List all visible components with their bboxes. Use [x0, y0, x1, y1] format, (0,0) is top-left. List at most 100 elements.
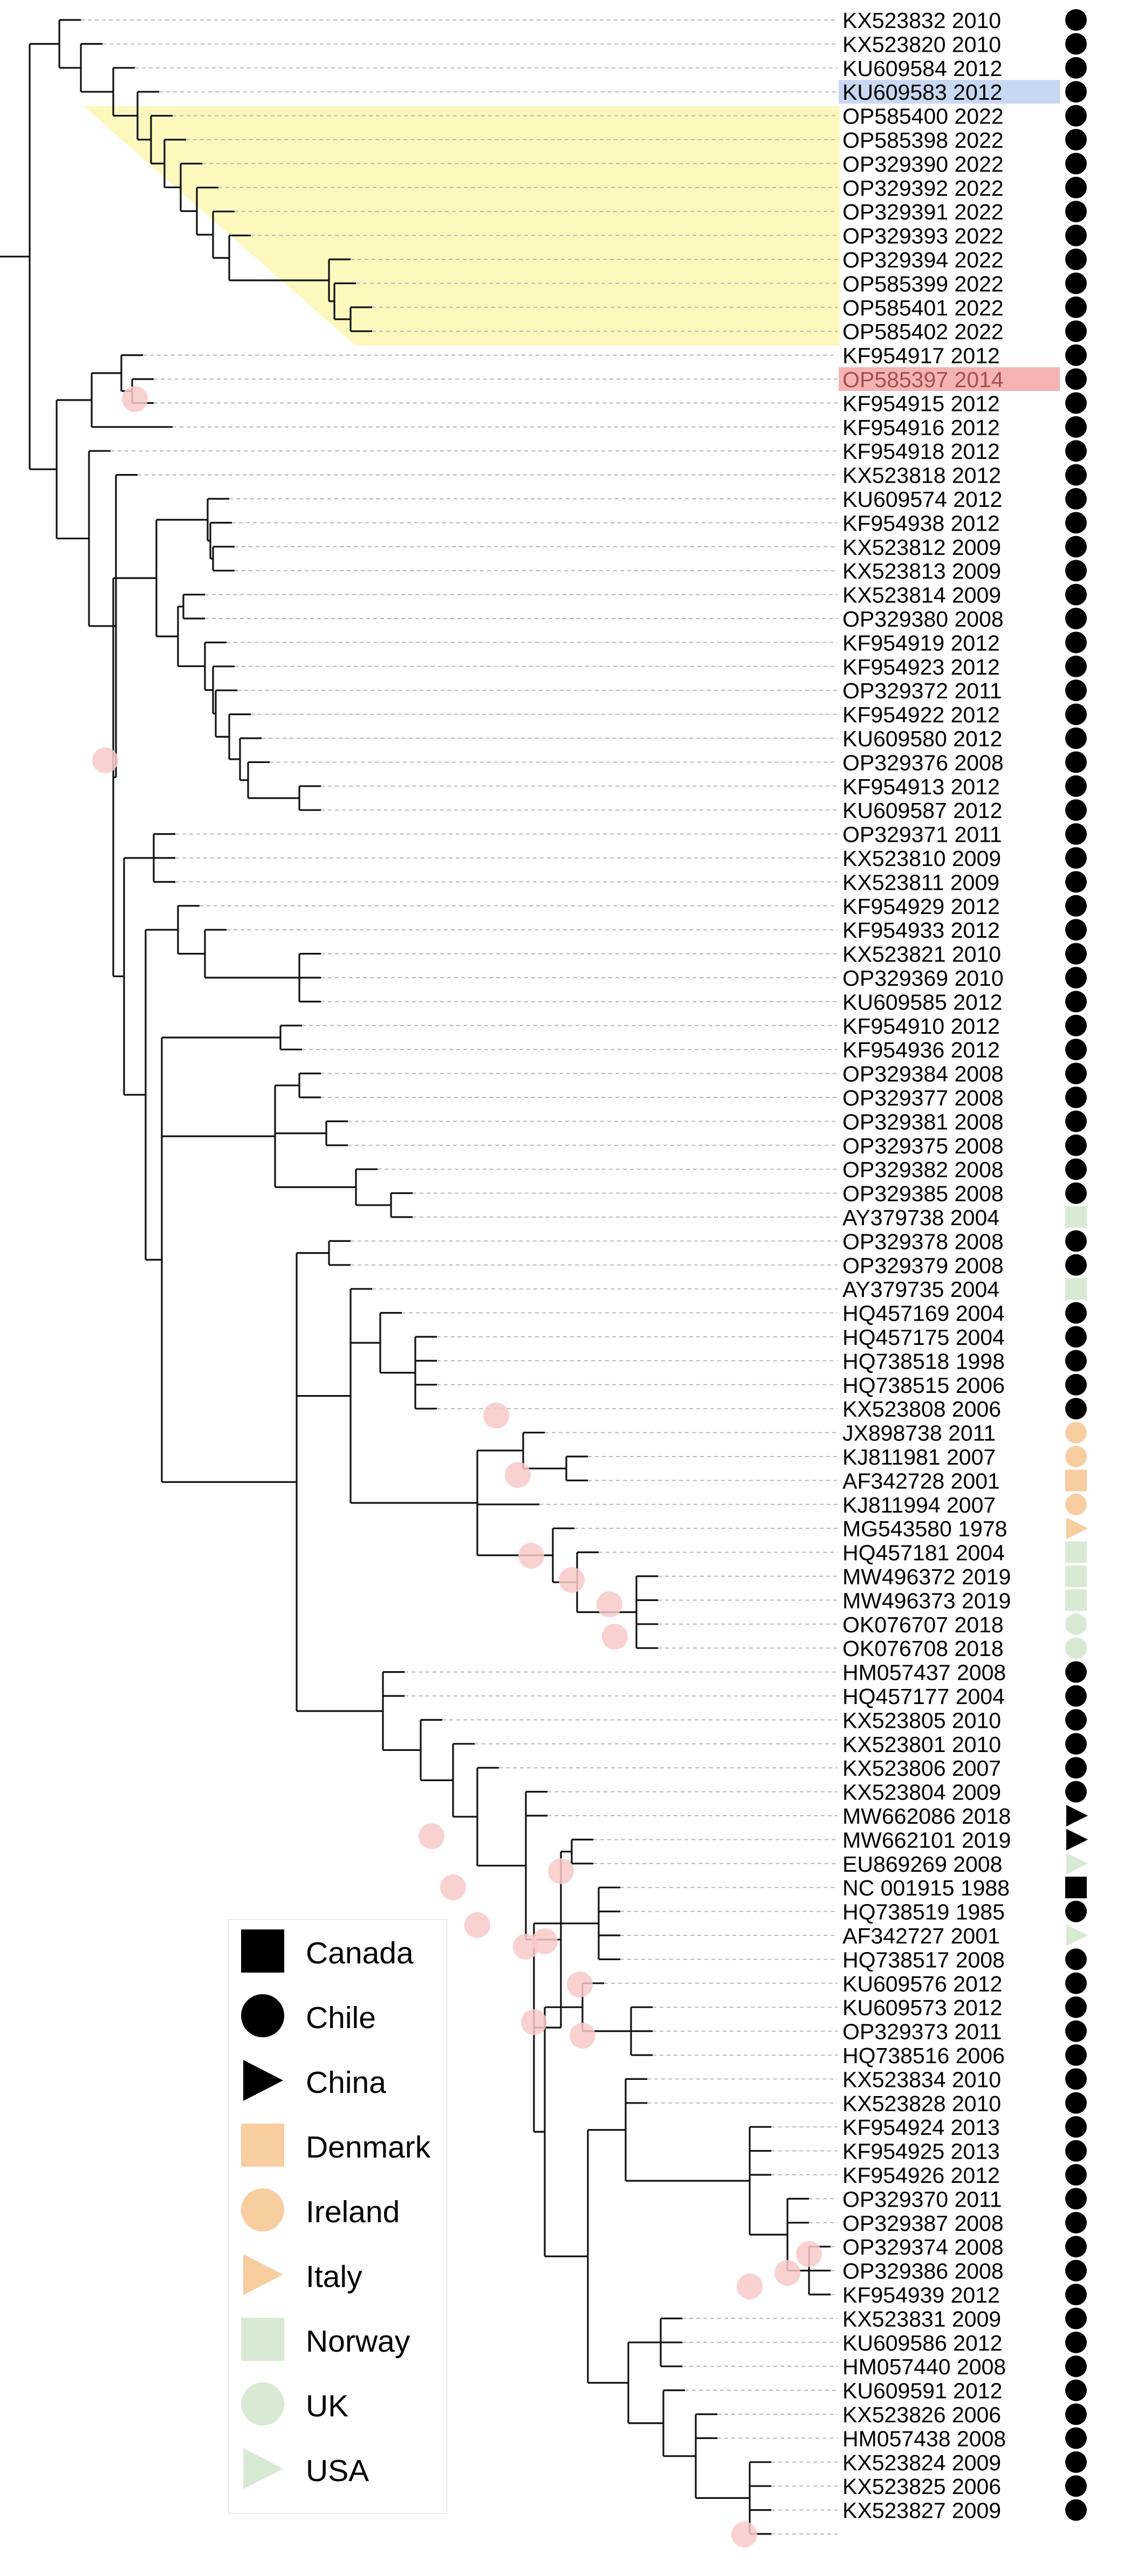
italy-triangle-icon: [243, 2254, 283, 2295]
tip: KU609583 2012: [839, 80, 1087, 105]
tip: HM057438 2008: [842, 2426, 1087, 2451]
tip-label: OP329391 2022: [842, 200, 1004, 224]
china-triangle-icon: [1066, 1829, 1088, 1851]
tip-label: AY379738 2004: [842, 1205, 999, 1230]
chile-circle-icon: [1065, 919, 1087, 941]
chile-circle-icon: [241, 1994, 284, 2037]
tip-label: KU609584 2012: [842, 56, 1002, 81]
chile-circle-icon: [1065, 2379, 1087, 2401]
tip-label: KF954917 2012: [842, 344, 1000, 368]
tip: OP329382 2008: [842, 1157, 1087, 1182]
chile-circle-icon: [1065, 1062, 1087, 1084]
tip-label: KX523828 2010: [842, 2091, 1001, 2116]
tip: AF342728 2001: [842, 1468, 1087, 1493]
tip: AY379735 2004: [842, 1277, 1087, 1302]
norway-square-icon: [1065, 1206, 1087, 1228]
tip: KF954919 2012: [842, 630, 1087, 655]
tip-label: KX523813 2009: [842, 559, 1001, 583]
node-support-markers: [92, 386, 822, 2547]
tip: KU609574 2012: [842, 487, 1087, 512]
tip-label: OP329386 2008: [842, 2259, 1004, 2284]
tip-label: KF954926 2012: [842, 2163, 1000, 2188]
chile-circle-icon: [1065, 1087, 1087, 1108]
node-support-marker: [483, 1403, 509, 1428]
tip: KJ811994 2007: [842, 1493, 1087, 1517]
tip-label: KF954939 2012: [842, 2283, 1000, 2307]
chile-circle-icon: [1065, 464, 1087, 486]
chile-circle-icon: [1065, 1110, 1087, 1132]
tip-label: HQ457181 2004: [842, 1541, 1005, 1565]
tip: EU869269 2008: [842, 1852, 1088, 1877]
tip: KF954918 2012: [842, 439, 1087, 464]
tip-label: MW496372 2019: [842, 1564, 1011, 1589]
tip-label: KF954933 2012: [842, 918, 1000, 943]
tip-highlight: [839, 80, 1060, 104]
tip: OP329385 2008: [842, 1181, 1087, 1206]
node-support-marker: [532, 1928, 558, 1954]
chile-circle-icon: [1065, 1182, 1087, 1204]
tip-label: KX523801 2010: [842, 1732, 1001, 1757]
norway-square-icon: [1065, 1278, 1087, 1300]
chile-circle-icon: [1065, 57, 1087, 79]
chile-circle-icon: [1065, 799, 1087, 821]
tip: KF954925 2013: [842, 2139, 1087, 2164]
node-support-marker: [737, 2273, 763, 2299]
tip-label: KF954918 2012: [842, 439, 1000, 464]
tip: HM057440 2008: [842, 2354, 1087, 2379]
chile-circle-icon: [1065, 1996, 1087, 2018]
tip-label: KF954915 2012: [842, 391, 1000, 416]
chile-circle-icon: [1065, 2475, 1087, 2497]
legend-item-italy: Italy: [229, 2243, 447, 2297]
tip-highlight: [839, 367, 1060, 391]
tip: KX523827 2009: [842, 2498, 1087, 2523]
tip-label: KX523826 2006: [842, 2402, 1001, 2427]
tip: AF342727 2001: [842, 1924, 1088, 1948]
tip-label: KX523827 2009: [842, 2498, 1001, 2523]
tip-label: OP329392 2022: [842, 176, 1004, 201]
tip-label: EU869269 2008: [842, 1852, 1002, 1877]
tip: NC 001915 1988: [842, 1876, 1087, 1900]
tip: OP329377 2008: [842, 1086, 1087, 1110]
chile-circle-icon: [1065, 2499, 1087, 2521]
tip: KF954939 2012: [842, 2283, 1087, 2307]
node-support-marker: [122, 386, 148, 412]
chile-circle-icon: [1065, 9, 1087, 31]
tip-label: OP585398 2022: [842, 128, 1004, 153]
tip-label: KU609574 2012: [842, 487, 1002, 512]
tip-label: KF954922 2012: [842, 703, 1000, 727]
tip-label: KF954910 2012: [842, 1014, 1000, 1039]
tip-label: KU609583 2012: [842, 80, 1002, 105]
tip-label: MW662086 2018: [842, 1804, 1011, 1829]
canada-square-icon: [1065, 1877, 1087, 1899]
node-support-marker: [597, 1591, 622, 1617]
tip-label: OP585401 2022: [842, 296, 1004, 320]
chile-circle-icon: [1065, 2164, 1087, 2186]
tip: KX523824 2009: [842, 2450, 1087, 2475]
chile-circle-icon: [1065, 1781, 1087, 1803]
chile-circle-icon: [1065, 272, 1087, 294]
norway-square-icon: [1065, 1589, 1087, 1611]
tip-label: KX523820 2010: [842, 32, 1001, 57]
tip: OP329390 2022: [842, 152, 1087, 176]
node-support-marker: [796, 2241, 822, 2267]
tip: KX523804 2009: [842, 1780, 1087, 1805]
tip: HQ738516 2006: [842, 2043, 1087, 2068]
tip-label: KX523814 2009: [842, 583, 1001, 608]
tip-label: HQ457169 2004: [842, 1301, 1005, 1326]
tip-label: NC 001915 1988: [842, 1876, 1010, 1900]
usa-triangle-icon: [1066, 1925, 1088, 1946]
chile-circle-icon: [1065, 2236, 1087, 2258]
norway-square-icon: [1065, 1541, 1087, 1563]
tip: OK076708 2018: [842, 1636, 1087, 1661]
tip: OP329373 2011: [842, 2019, 1087, 2044]
tip: KU609580 2012: [842, 726, 1087, 751]
tip: KF954933 2012: [842, 918, 1087, 943]
legend-label-uk: UK: [306, 2389, 349, 2423]
tip-label: OK076708 2018: [842, 1636, 1004, 1661]
tip-label: OP329376 2008: [842, 750, 1004, 775]
chile-circle-icon: [1065, 871, 1087, 893]
chile-circle-icon: [1065, 488, 1087, 510]
legend-label-china: China: [306, 2065, 386, 2100]
node-support-marker: [464, 1912, 490, 1938]
chile-circle-icon: [1065, 440, 1087, 462]
